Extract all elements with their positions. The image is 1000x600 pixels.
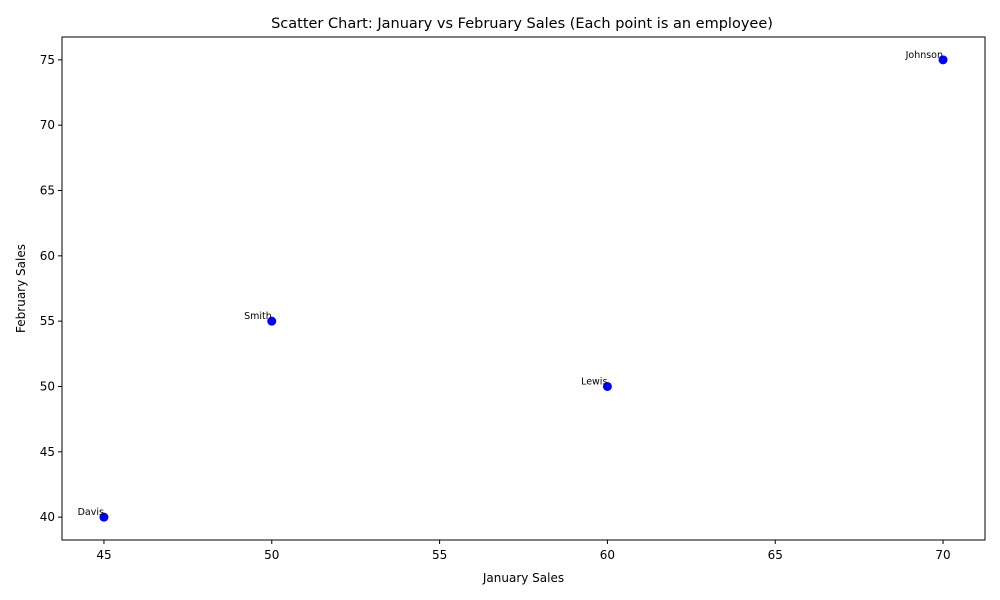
y-tick-label: 50 <box>40 379 55 393</box>
x-tick-label: 65 <box>768 548 783 562</box>
x-tick-label: 60 <box>600 548 615 562</box>
point-label: Smith <box>244 311 272 322</box>
y-axis: 40 45 50 55 60 65 70 75 <box>40 53 62 524</box>
point-label: Davis <box>78 507 104 518</box>
y-tick-label: 65 <box>40 184 55 198</box>
x-axis-label: January Sales <box>482 571 564 585</box>
y-tick-label: 45 <box>40 445 55 459</box>
y-tick-label: 55 <box>40 314 55 328</box>
y-tick-label: 70 <box>40 118 55 132</box>
chart-title: Scatter Chart: January vs February Sales… <box>271 16 773 32</box>
point-label: Lewis <box>581 376 607 387</box>
x-axis: 45 50 55 60 65 70 <box>96 540 951 562</box>
scatter-point <box>938 55 948 65</box>
data-points: Smith Johnson Lewis Davis <box>78 50 948 522</box>
y-tick-label: 40 <box>40 510 55 524</box>
x-tick-label: 70 <box>935 548 950 562</box>
point-label: Johnson <box>905 50 943 61</box>
y-axis-label: February Sales <box>14 244 28 333</box>
x-tick-label: 45 <box>96 548 111 562</box>
plot-area-frame <box>61 36 986 541</box>
scatter-point <box>99 512 109 522</box>
scatter-point <box>602 381 612 391</box>
y-tick-label: 75 <box>40 53 55 67</box>
y-tick-label: 60 <box>40 249 55 263</box>
x-tick-label: 55 <box>432 548 447 562</box>
x-tick-label: 50 <box>264 548 279 562</box>
scatter-point <box>267 316 277 326</box>
